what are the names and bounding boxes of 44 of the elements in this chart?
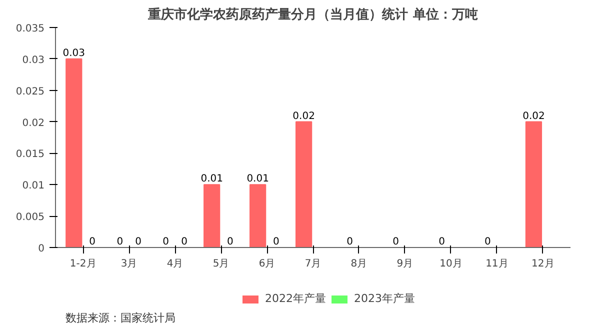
chart-title: 重庆市化学农药原药产量分月（当月值）统计 单位：万吨 xyxy=(147,6,478,22)
x-tick-label: 5月 xyxy=(212,258,230,270)
bar xyxy=(204,184,220,248)
x-tick-label: 1-2月 xyxy=(70,258,96,270)
data-label: 0 xyxy=(162,236,170,248)
data-label: 0 xyxy=(227,236,234,248)
y-tick-label: 0 xyxy=(38,244,45,254)
x-tick-label: 8月 xyxy=(350,258,368,270)
data-label: 0 xyxy=(392,236,399,248)
data-label: 0.01 xyxy=(200,174,223,185)
data-label: 0 xyxy=(89,236,96,248)
x-tick-label: 6月 xyxy=(258,258,276,270)
data-label: 0.02 xyxy=(522,110,545,122)
source-note: 数据来源：国家统计局 xyxy=(66,312,176,324)
y-tick-label: 0.01 xyxy=(22,180,44,192)
data-label: 0 xyxy=(346,236,353,248)
legend-label: 2023年产量 xyxy=(354,291,415,306)
y-tick-label: 0.02 xyxy=(22,118,44,129)
legend-label: 2022年产量 xyxy=(265,291,326,306)
data-label: 0 xyxy=(135,236,142,248)
bar xyxy=(66,58,82,248)
data-label: 0 xyxy=(181,236,188,248)
data-label: 0 xyxy=(116,236,124,248)
data-label: 0 xyxy=(438,236,445,248)
x-tick-label: 3月 xyxy=(120,258,138,270)
x-tick-label: 4月 xyxy=(166,258,184,270)
x-tick-label: 7月 xyxy=(304,258,322,270)
data-label: 0.03 xyxy=(62,48,86,59)
y-tick-label: 0.03 xyxy=(22,54,44,66)
y-tick-label: 0.005 xyxy=(16,212,45,224)
y-tick-label: 0.035 xyxy=(16,24,45,34)
y-tick-label: 0.015 xyxy=(16,149,45,160)
bar xyxy=(295,121,312,248)
y-tick-label: 0.025 xyxy=(16,86,45,98)
bar xyxy=(250,184,266,248)
x-tick-label: 11月 xyxy=(486,258,508,270)
x-tick-label: 10月 xyxy=(440,258,462,270)
data-label: 0 xyxy=(273,236,280,248)
data-label: 0.02 xyxy=(292,110,315,122)
data-label: 0 xyxy=(484,236,491,248)
x-tick-label: 9月 xyxy=(396,258,414,270)
x-tick-label: 12月 xyxy=(532,258,554,270)
bar xyxy=(525,121,542,248)
data-label: 0.01 xyxy=(246,174,269,185)
